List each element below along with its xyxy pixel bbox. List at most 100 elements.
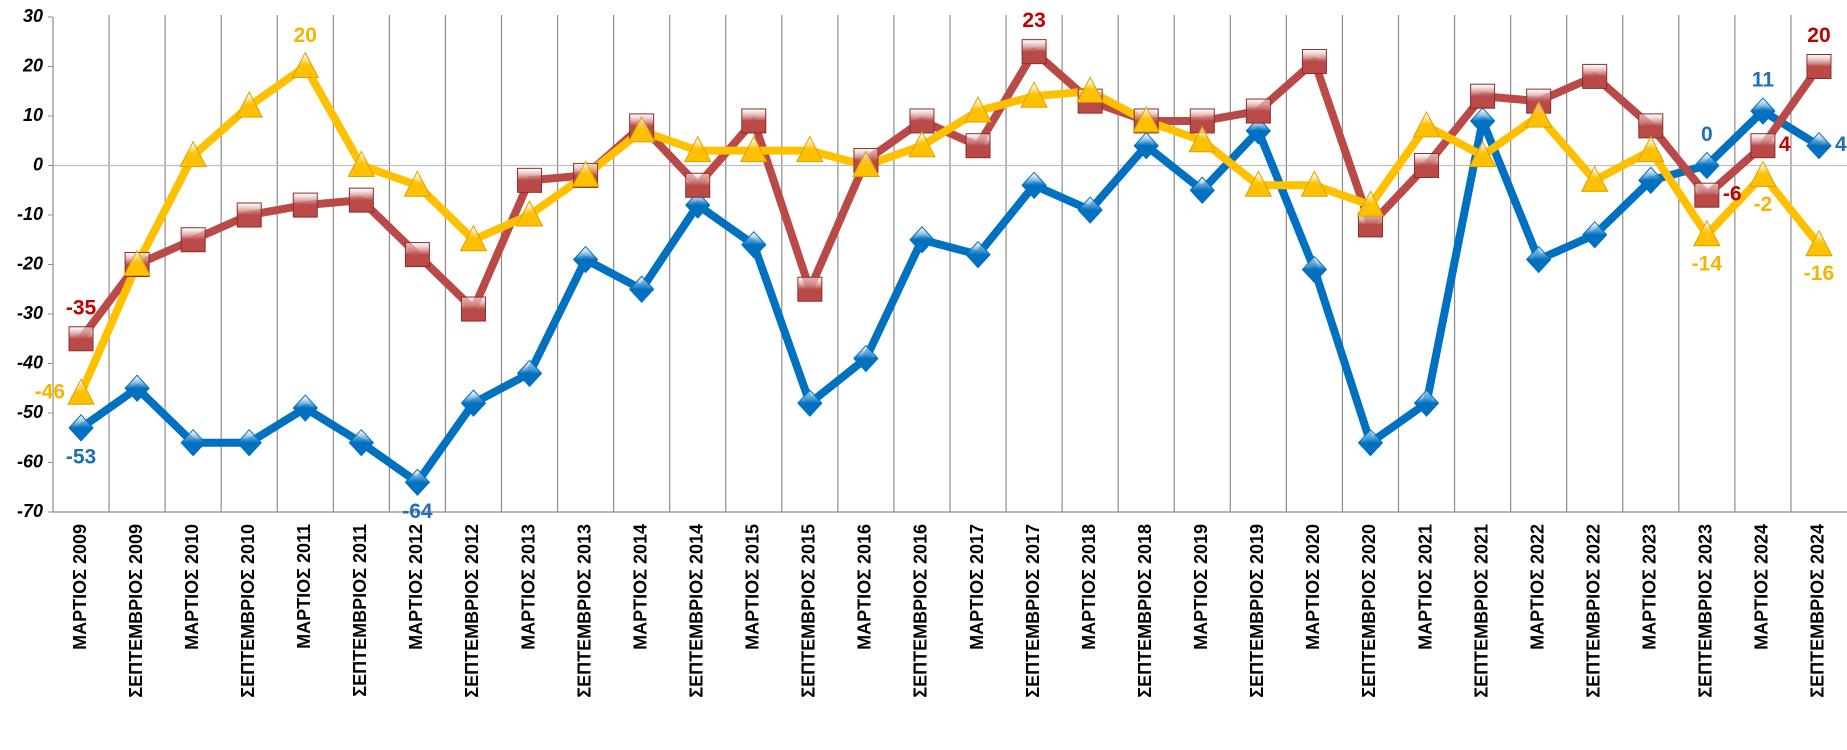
value-label: -6 — [1723, 183, 1742, 206]
marker-diamond — [572, 245, 599, 274]
marker-triangle — [1412, 110, 1441, 138]
y-tick-label: -20 — [17, 253, 43, 273]
x-tick-label: ΜΑΡΤΙΟΣ 2023 — [1640, 524, 1660, 650]
x-tick-label: ΜΑΡΤΙΟΣ 2019 — [1191, 524, 1211, 650]
x-tick-label: ΣΕΠΤΕΜΒΡΙΟΣ 2014 — [686, 524, 706, 698]
marker-diamond — [853, 344, 879, 373]
marker-triangle — [908, 130, 936, 158]
marker-square — [180, 227, 206, 253]
x-tick-label: ΣΕΠΤΕΜΒΡΙΟΣ 2009 — [126, 524, 146, 698]
marker-square — [348, 187, 374, 213]
x-tick-label: ΜΑΡΤΙΟΣ 2012 — [406, 524, 426, 650]
x-tick-label: ΣΕΠΤΕΜΒΡΙΟΣ 2012 — [462, 524, 482, 698]
x-tick-label: ΜΑΡΤΙΟΣ 2024 — [1752, 524, 1772, 650]
x-tick-label: ΜΑΡΤΙΟΣ 2020 — [1303, 524, 1323, 650]
marker-diamond — [797, 389, 823, 417]
marker-triangle — [1300, 170, 1329, 197]
x-tick-label: ΣΕΠΤΕΜΒΡΙΟΣ 2020 — [1359, 524, 1379, 698]
marker-diamond — [741, 230, 767, 259]
marker-diamond — [1582, 221, 1608, 249]
marker-diamond — [909, 226, 935, 254]
marker-square — [1021, 39, 1047, 65]
marker-square — [1806, 54, 1832, 79]
marker-square — [1694, 182, 1720, 208]
y-tick-label: 20 — [22, 55, 43, 75]
x-tick-label: ΣΕΠΤΕΜΒΡΙΟΣ 2017 — [1023, 524, 1043, 698]
marker-triangle — [1636, 135, 1665, 163]
x-tick-label: ΣΕΠΤΕΜΒΡΙΟΣ 2021 — [1471, 524, 1491, 698]
marker-square — [685, 172, 711, 198]
marker-diamond — [1525, 245, 1552, 274]
series-line — [78, 107, 1822, 487]
marker-triangle — [291, 51, 320, 78]
marker-triangle — [1524, 100, 1553, 128]
x-tick-label: ΜΑΡΤΙΟΣ 2022 — [1527, 524, 1547, 650]
marker-diamond — [1806, 131, 1832, 160]
marker-square — [68, 326, 94, 352]
marker-triangle — [1188, 125, 1217, 153]
marker-square — [460, 296, 486, 322]
value-label: 20 — [294, 24, 317, 47]
marker-square — [1301, 49, 1327, 75]
marker-diamond — [348, 428, 375, 457]
marker-triangle — [1580, 165, 1609, 192]
marker-triangle — [571, 160, 600, 187]
marker-diamond — [628, 275, 655, 303]
value-label: -46 — [35, 381, 65, 404]
x-tick-label: ΜΑΡΤΙΟΣ 2018 — [1079, 524, 1099, 650]
marker-diamond — [236, 428, 262, 457]
marker-diamond — [1638, 166, 1664, 195]
marker-triangle — [627, 115, 656, 143]
marker-triangle — [1468, 140, 1497, 168]
marker-square — [1470, 83, 1496, 109]
marker-triangle — [796, 135, 824, 163]
value-label: 4 — [1835, 133, 1847, 156]
y-tick-label: 30 — [23, 6, 43, 26]
marker-triangle — [852, 150, 880, 177]
value-label: 4 — [1779, 133, 1791, 156]
marker-triangle — [1356, 190, 1385, 217]
x-tick-label: ΜΑΡΤΙΟΣ 2017 — [967, 524, 987, 650]
marker-triangle — [179, 140, 207, 168]
value-label: -16 — [1804, 262, 1834, 285]
marker-diamond — [1469, 107, 1496, 135]
value-label: 23 — [1022, 9, 1045, 32]
marker-square — [292, 192, 318, 218]
y-tick-label: 10 — [23, 105, 43, 125]
marker-triangle — [1749, 160, 1777, 187]
marker-triangle — [1244, 170, 1273, 197]
marker-triangle — [403, 170, 432, 197]
marker-triangle — [347, 150, 376, 177]
marker-square — [1750, 133, 1776, 159]
x-tick-label: ΜΑΡΤΙΟΣ 2015 — [743, 524, 763, 650]
marker-triangle — [1076, 76, 1104, 103]
marker-triangle — [964, 95, 992, 123]
y-tick-label: -50 — [17, 402, 43, 422]
x-tick-label: ΜΑΡΤΙΟΣ 2021 — [1415, 524, 1435, 650]
y-tick-label: -40 — [17, 352, 43, 372]
marker-diamond — [965, 240, 991, 269]
x-tick-label: ΣΕΠΤΕΜΒΡΙΟΣ 2018 — [1135, 524, 1155, 698]
marker-diamond — [460, 389, 487, 417]
marker-triangle — [515, 199, 544, 227]
marker-diamond — [685, 191, 711, 219]
value-label: -14 — [1692, 252, 1723, 275]
x-tick-label: ΜΑΡΤΙΟΣ 2016 — [855, 524, 875, 650]
marker-triangle — [739, 135, 768, 163]
marker-triangle — [1132, 105, 1161, 133]
marker-square — [404, 242, 430, 268]
x-tick-label: ΜΑΡΤΙΟΣ 2010 — [182, 524, 202, 650]
value-label: -53 — [66, 445, 96, 468]
value-label: 11 — [1752, 69, 1775, 92]
x-tick-label: ΜΑΡΤΙΟΣ 2011 — [294, 524, 314, 649]
x-tick-label: ΣΕΠΤΕΜΒΡΙΟΣ 2019 — [1247, 524, 1267, 698]
x-tick-label: ΜΑΡΤΙΟΣ 2014 — [630, 524, 650, 650]
marker-diamond — [1357, 428, 1384, 457]
marker-diamond — [1245, 117, 1272, 145]
marker-diamond — [1750, 97, 1776, 125]
x-tick-label: ΣΕΠΤΕΜΒΡΙΟΣ 2016 — [911, 524, 931, 698]
marker-triangle — [1805, 229, 1833, 257]
marker-diamond — [1301, 255, 1328, 284]
marker-triangle — [1693, 219, 1721, 247]
